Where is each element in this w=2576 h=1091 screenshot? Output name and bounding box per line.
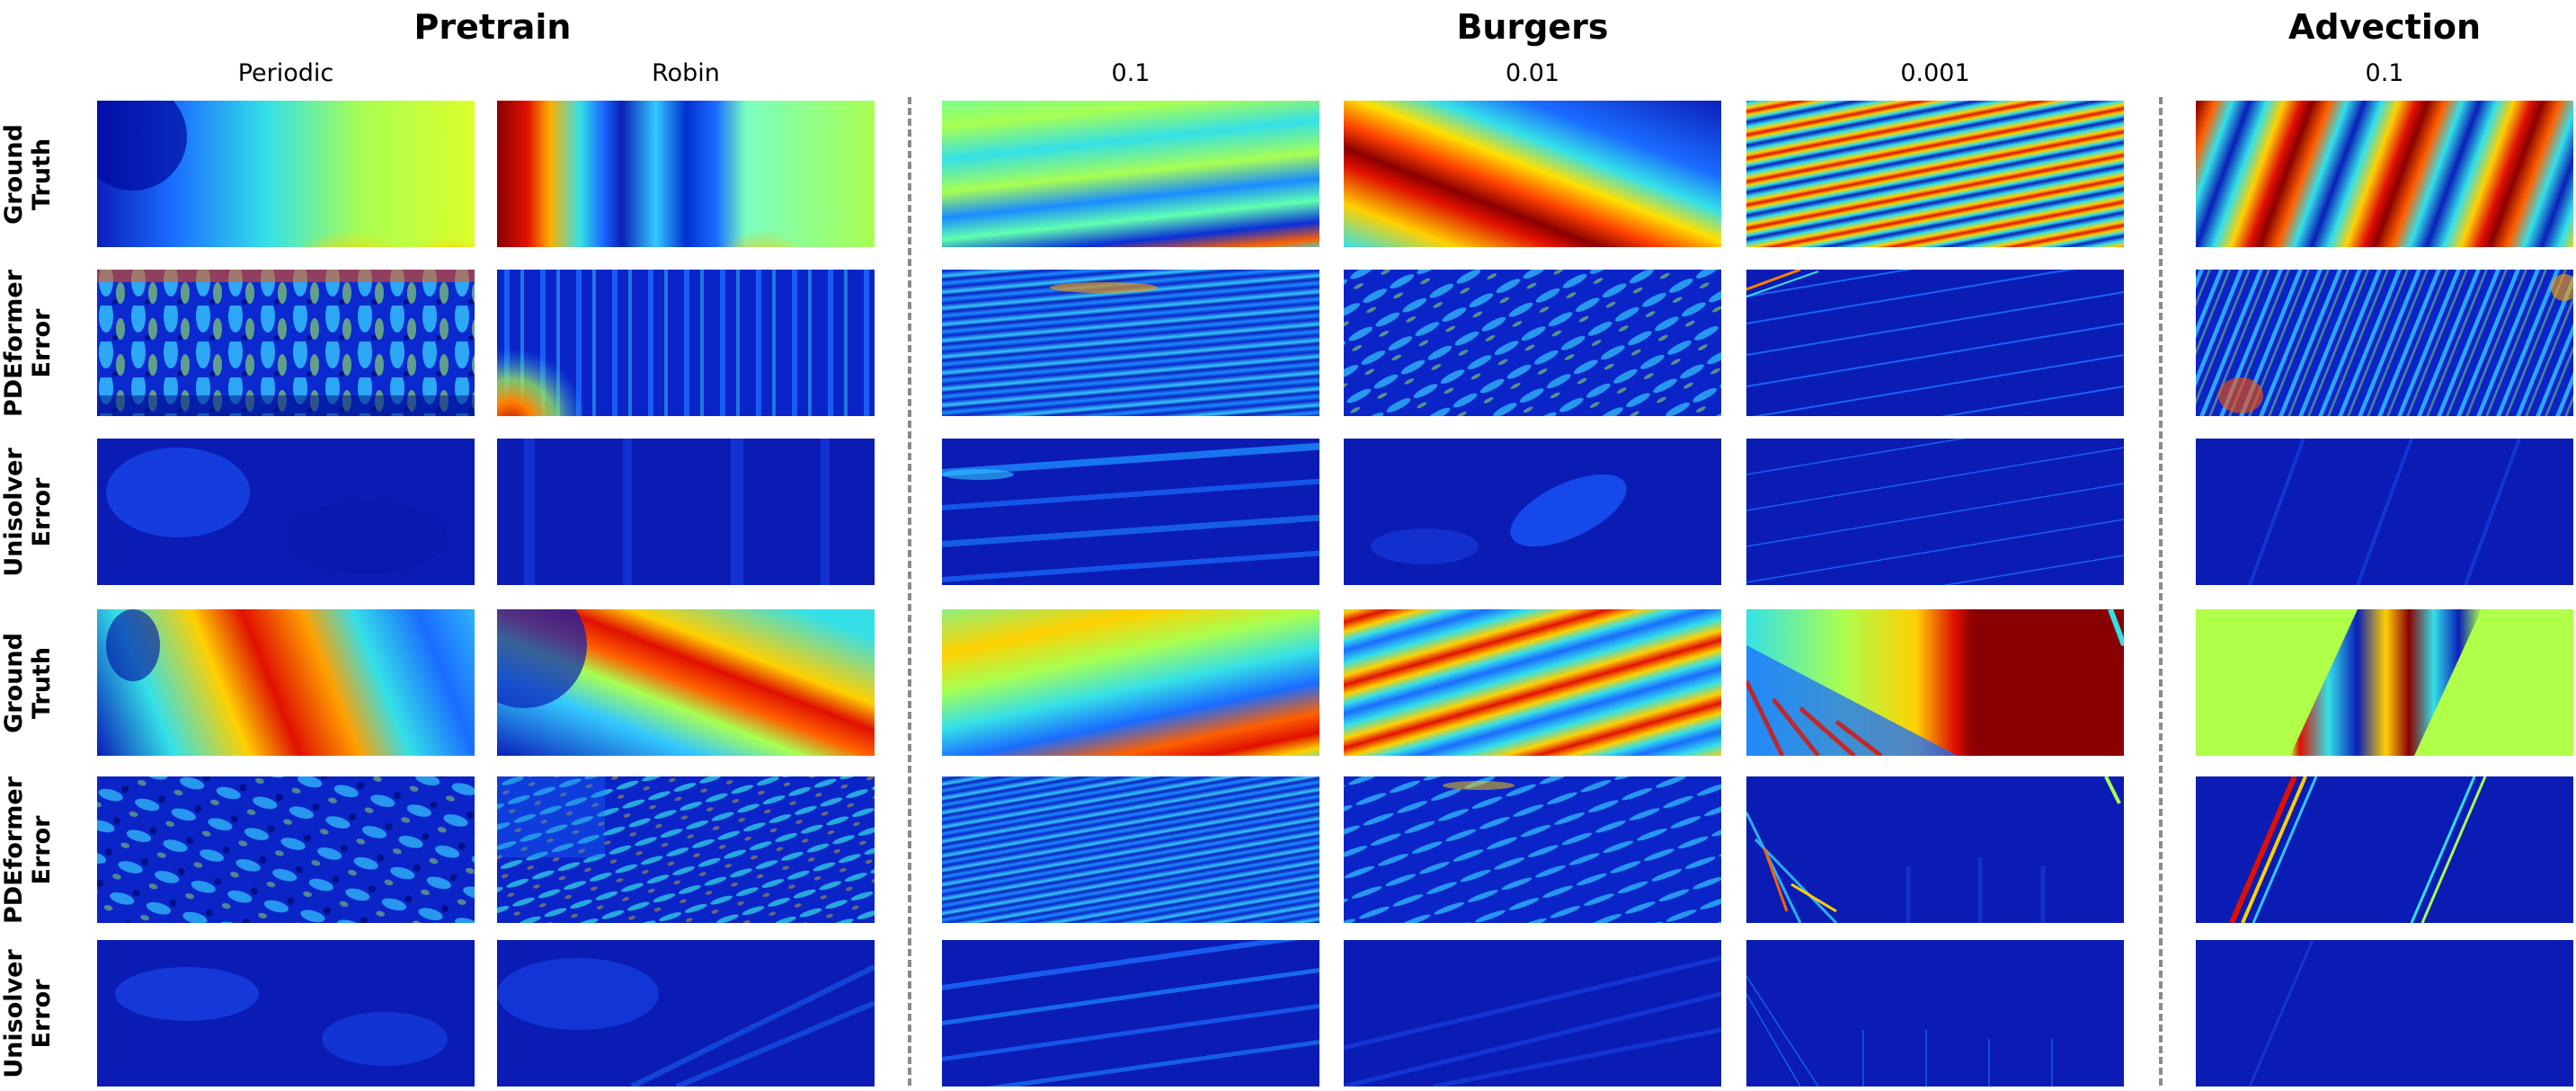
heatmap-burgers-0.01-unisolver-error xyxy=(1344,439,1721,585)
row-label-text: Ground xyxy=(0,632,29,733)
group-title-advection: Advection xyxy=(2287,7,2482,47)
row-label-unisolver-error-1: Unisolver Error xyxy=(0,439,56,585)
row-label-unisolver-error-2: Unisolver Error xyxy=(0,940,56,1087)
heatmap-burgers-0.1-unisolver-error xyxy=(942,439,1319,585)
heatmap-burgers-0.001-pdeformer-error-2 xyxy=(1746,776,2124,923)
row-label-text: Unisolver xyxy=(0,948,29,1078)
heatmap-pretrain-robin-pdeformer-error-2 xyxy=(497,776,875,923)
heatmap-pretrain-robin-ground-truth xyxy=(497,101,875,247)
column-label-burgers-0.01: 0.01 xyxy=(1505,59,1560,87)
row-label-text: Truth xyxy=(28,646,57,719)
heatmap-pretrain-periodic-unisolver-error xyxy=(97,439,475,585)
heatmap-pretrain-periodic-pdeformer-error xyxy=(97,270,475,416)
heatmap-advection-0.1-ground-truth xyxy=(2196,101,2573,247)
heatmap-burgers-0.1-pdeformer-error xyxy=(942,270,1319,416)
heatmap-pretrain-periodic-ground-truth xyxy=(97,101,475,247)
row-label-ground-truth-1: Ground Truth xyxy=(0,101,56,247)
heatmap-burgers-0.001-ground-truth-2 xyxy=(1746,609,2124,756)
row-label-text: PDEformer xyxy=(0,269,28,417)
heatmap-burgers-0.01-pdeformer-error-2 xyxy=(1344,776,1721,923)
heatmap-burgers-0.01-unisolver-error-2 xyxy=(1344,940,1721,1087)
heatmap-burgers-0.001-unisolver-error xyxy=(1746,439,2124,585)
column-label-periodic: Periodic xyxy=(237,59,334,87)
heatmap-burgers-0.1-pdeformer-error-2 xyxy=(942,776,1319,923)
heatmap-advection-0.1-unisolver-error-2 xyxy=(2196,940,2573,1087)
column-label-robin: Robin xyxy=(652,59,720,87)
row-label-text: Truth xyxy=(28,137,57,210)
column-label-burgers-0.001: 0.001 xyxy=(1900,59,1970,87)
group-separator xyxy=(2159,97,2163,1086)
heatmap-burgers-0.1-ground-truth xyxy=(942,101,1319,247)
row-label-text: Error xyxy=(28,815,56,884)
column-label-advection-0.1: 0.1 xyxy=(2365,59,2404,87)
heatmap-pretrain-robin-unisolver-error-2 xyxy=(497,940,875,1087)
row-label-text: Error xyxy=(28,979,57,1048)
heatmap-pretrain-periodic-pdeformer-error-2 xyxy=(97,776,475,923)
heatmap-advection-0.1-ground-truth-2 xyxy=(2196,609,2573,756)
heatmap-pretrain-robin-ground-truth-2 xyxy=(497,609,875,756)
heatmap-burgers-0.001-unisolver-error-2 xyxy=(1746,940,2124,1087)
heatmap-pretrain-periodic-ground-truth-2 xyxy=(97,609,475,756)
heatmap-burgers-0.001-pdeformer-error xyxy=(1746,270,2124,416)
heatmap-burgers-0.1-ground-truth-2 xyxy=(942,609,1319,756)
row-label-pdeformer-error-2: PDEformer Error xyxy=(0,776,56,923)
group-title-pretrain: Pretrain xyxy=(413,7,572,47)
column-label-burgers-0.1: 0.1 xyxy=(1111,59,1150,87)
heatmap-burgers-0.01-ground-truth-2 xyxy=(1344,609,1721,756)
heatmap-burgers-0.01-pdeformer-error xyxy=(1344,270,1721,416)
row-label-ground-truth-2: Ground Truth xyxy=(0,609,56,756)
heatmap-advection-0.1-unisolver-error xyxy=(2196,439,2573,585)
heatmap-pretrain-periodic-unisolver-error-2 xyxy=(97,940,475,1087)
group-title-burgers: Burgers xyxy=(1456,7,1609,47)
heatmap-advection-0.1-pdeformer-error xyxy=(2196,270,2573,416)
heatmap-burgers-0.001-ground-truth xyxy=(1746,101,2124,247)
row-label-text: Ground xyxy=(0,123,29,225)
row-label-text: Error xyxy=(28,308,56,377)
row-label-text: PDEformer xyxy=(0,776,28,924)
heatmap-pretrain-robin-unisolver-error xyxy=(497,439,875,585)
heatmap-advection-0.1-pdeformer-error-2 xyxy=(2196,776,2573,923)
heatmap-burgers-0.1-unisolver-error-2 xyxy=(942,940,1319,1087)
row-label-text: Unisolver xyxy=(0,447,29,577)
heatmap-pretrain-robin-pdeformer-error xyxy=(497,270,875,416)
heatmap-burgers-0.01-ground-truth xyxy=(1344,101,1721,247)
group-separator xyxy=(908,97,911,1086)
row-label-pdeformer-error-1: PDEformer Error xyxy=(0,269,56,417)
row-label-text: Error xyxy=(28,477,57,546)
